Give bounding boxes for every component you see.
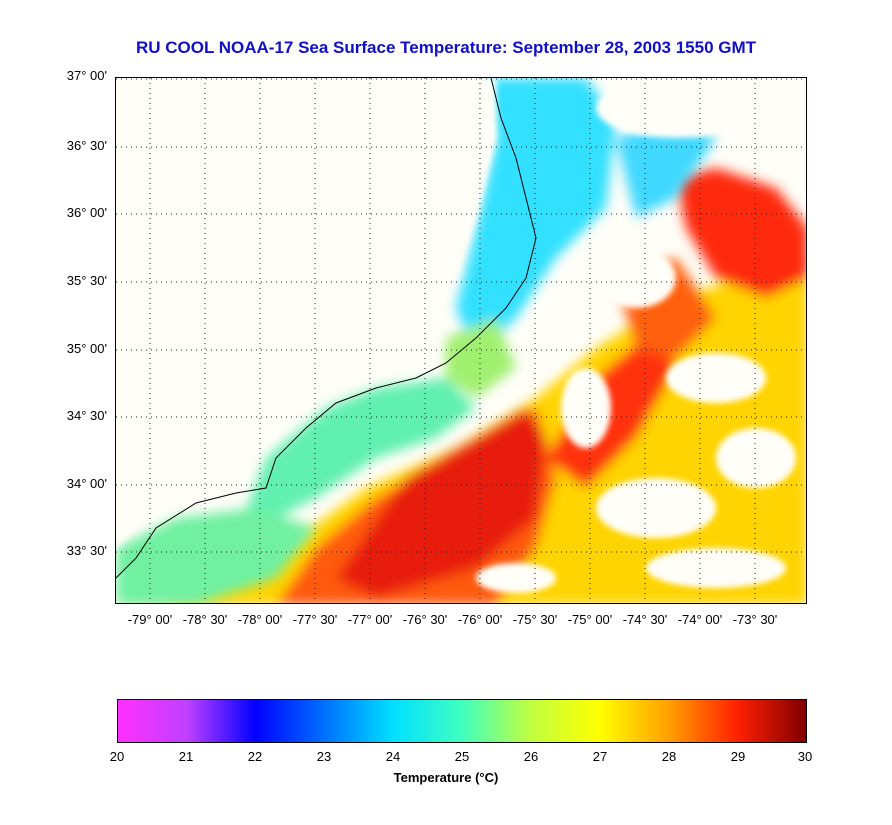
- lat-label: 36° 00': [66, 205, 107, 220]
- colorbar-tick: 21: [178, 749, 194, 764]
- colorbar-tick: 27: [592, 749, 608, 764]
- colorbar-tick: 20: [109, 749, 125, 764]
- lon-label: -78° 00': [237, 612, 283, 627]
- sst-map: [115, 77, 807, 604]
- colorbar-label: Temperature (°C): [393, 770, 499, 785]
- lat-label: 36° 30': [66, 138, 107, 153]
- lat-label: 34° 00': [66, 476, 107, 491]
- lat-label: 34° 30': [66, 408, 107, 423]
- colorbar-tick: 22: [247, 749, 263, 764]
- colorbar-tick: 25: [454, 749, 470, 764]
- lon-label: -74° 00': [677, 612, 723, 627]
- sst-image: [116, 78, 806, 603]
- lon-label: -74° 30': [622, 612, 668, 627]
- lat-label: 33° 30': [66, 543, 107, 558]
- lon-label: -73° 30': [732, 612, 778, 627]
- colorbar-tick: 28: [661, 749, 677, 764]
- temperature-colorbar: [117, 699, 807, 743]
- lat-label: 35° 30': [66, 273, 107, 288]
- lon-label: -77° 30': [292, 612, 338, 627]
- colorbar-tick: 24: [385, 749, 401, 764]
- colorbar-tick: 29: [730, 749, 746, 764]
- colorbar-tick: 23: [316, 749, 332, 764]
- lon-label: -77° 00': [347, 612, 393, 627]
- lon-label: -76° 00': [457, 612, 503, 627]
- colorbar-tick: 30: [797, 749, 813, 764]
- lon-label: -75° 30': [512, 612, 558, 627]
- colorbar-tick: 26: [523, 749, 539, 764]
- lon-label: -75° 00': [567, 612, 613, 627]
- lon-label: -78° 30': [182, 612, 228, 627]
- lat-label: 37° 00': [66, 68, 107, 83]
- lat-label: 35° 00': [66, 341, 107, 356]
- lon-label: -79° 00': [127, 612, 173, 627]
- map-title: RU COOL NOAA-17 Sea Surface Temperature:…: [135, 38, 757, 57]
- lon-label: -76° 30': [402, 612, 448, 627]
